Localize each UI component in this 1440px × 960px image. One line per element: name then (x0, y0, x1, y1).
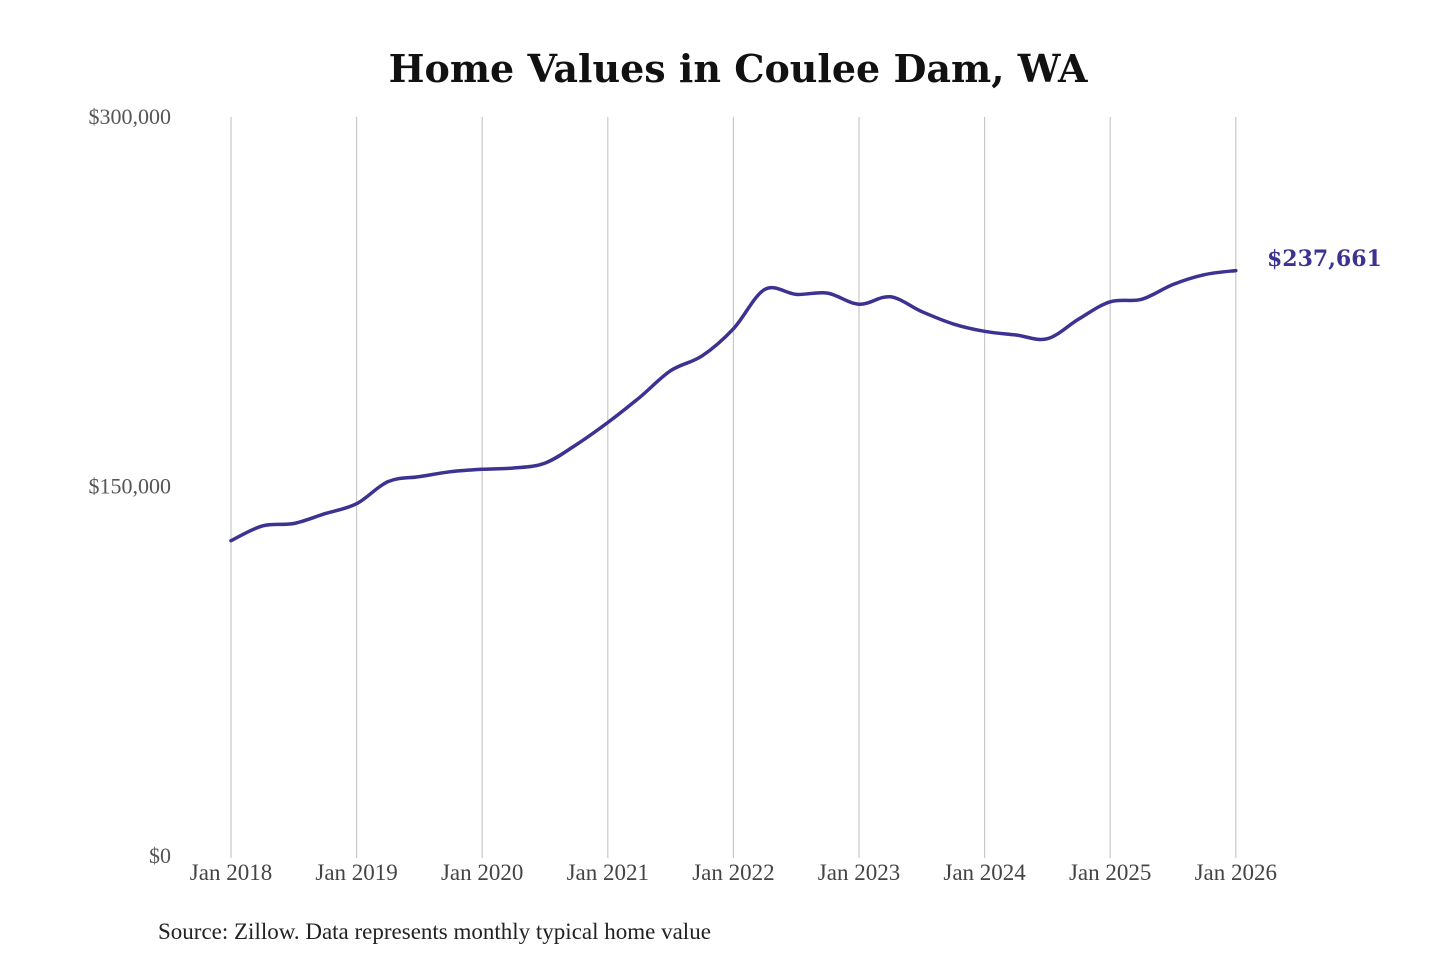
x-tick-label: Jan 2023 (818, 860, 900, 885)
y-axis-ticks: $0 $150,000 $300,000 (89, 104, 172, 868)
y-tick-label: $300,000 (89, 104, 172, 129)
x-axis-ticks: Jan 2018 Jan 2019 Jan 2020 Jan 2021 Jan 2022… (190, 860, 1277, 885)
y-tick-label: $150,000 (89, 474, 172, 499)
x-tick-label: Jan 2024 (943, 860, 1026, 885)
x-tick-label: Jan 2025 (1069, 860, 1151, 885)
x-tick-label: Jan 2020 (441, 860, 523, 885)
series-layer (229, 268, 1238, 543)
x-tick-label: Jan 2018 (190, 860, 272, 885)
x-tick-label: Jan 2021 (567, 860, 649, 885)
end-value-label: $237,661 (1267, 246, 1382, 272)
x-tick-label: Jan 2026 (1195, 860, 1277, 885)
gridlines (230, 117, 1237, 858)
series-line-0 (229, 268, 1238, 543)
y-tick-label: $0 (149, 843, 171, 868)
x-tick-label: Jan 2019 (315, 860, 397, 885)
source-note: Source: Zillow. Data represents monthly … (158, 919, 711, 944)
chart-title: Home Values in Coulee Dam, WA (389, 46, 1088, 91)
x-tick-label: Jan 2022 (692, 860, 774, 885)
